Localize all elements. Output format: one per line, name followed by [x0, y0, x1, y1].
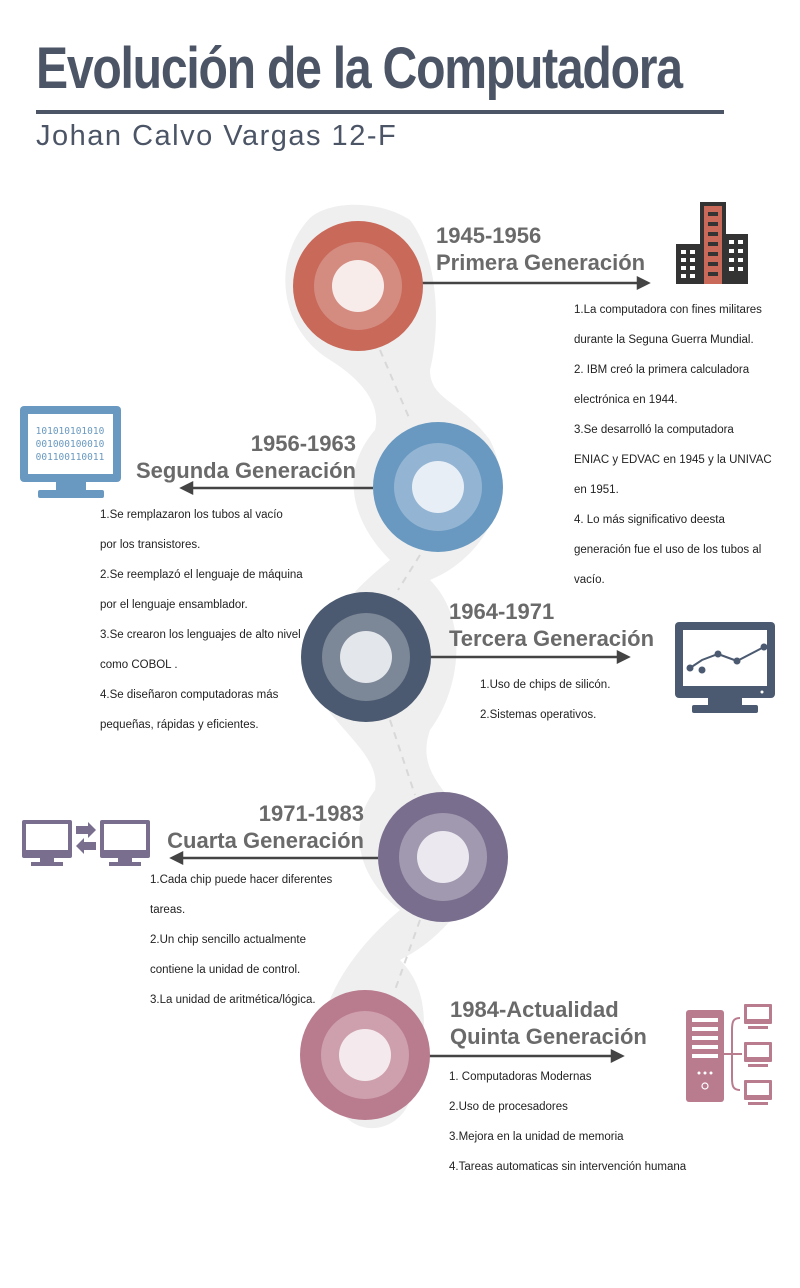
gen-4-years: 1971-1983	[258, 801, 364, 826]
binary-monitor-icon: 101010101010 001000100010 001100110011	[20, 406, 121, 498]
list-item: 3.La unidad de aritmética/lógica.	[150, 994, 316, 1006]
list-item: generación fue el uso de los tubos al	[574, 544, 762, 556]
list-item: por el lenguaje ensamblador.	[100, 599, 248, 611]
list-item: como COBOL .	[100, 659, 178, 671]
server-network-icon	[686, 1004, 772, 1105]
list-item: por los transistores.	[100, 539, 201, 551]
page-subtitle: Johan Calvo Vargas 12-F	[36, 120, 398, 152]
gen-2-items: 1.Se remplazaron los tubos al vacío por …	[100, 500, 303, 740]
gen-circle-2	[373, 422, 503, 552]
gen-4-heading: 1971-1983 Cuarta Generación	[167, 800, 364, 854]
gen-5-years: 1984-Actualidad	[450, 997, 619, 1022]
buildings-icon	[676, 202, 748, 284]
gen-1-items: 1.La computadora con fines militares dur…	[574, 295, 772, 595]
list-item: durante la Seguna Guerra Mundial.	[574, 334, 754, 346]
list-item: 2.Se reemplazó el lenguaje de máquina	[100, 569, 303, 581]
list-item: 1.La computadora con fines militares	[574, 304, 762, 316]
list-item: 1.Uso de chips de silicón.	[480, 679, 611, 691]
gen-5-name: Quinta Generación	[450, 1024, 647, 1049]
chart-monitor-icon	[675, 622, 775, 713]
list-item: electrónica en 1944.	[574, 394, 678, 406]
list-item: 2.Sistemas operativos.	[480, 709, 597, 721]
gen-5-items: 1. Computadoras Modernas 2.Uso de proces…	[449, 1062, 686, 1182]
gen-2-heading: 1956-1963 Segunda Generación	[136, 430, 356, 484]
list-item: 2.Un chip sencillo actualmente	[150, 934, 306, 946]
list-item: 4.Se diseñaron computadoras más	[100, 689, 279, 701]
gen-circle-1	[293, 221, 423, 351]
list-item: 4.Tareas automaticas sin intervención hu…	[449, 1161, 687, 1173]
gen-3-years: 1964-1971	[449, 599, 555, 624]
list-item: 2.Uso de procesadores	[449, 1101, 568, 1113]
gen-4-name: Cuarta Generación	[167, 828, 364, 853]
list-item: pequeñas, rápidas y eficientes.	[100, 719, 259, 731]
binary-text-line: 001000100010	[36, 439, 105, 450]
list-item: 4. Lo más significativo deesta	[574, 514, 725, 526]
gen-4-items: 1.Cada chip puede hacer diferentes tarea…	[150, 865, 332, 1015]
gen-5-heading: 1984-Actualidad Quinta Generación	[450, 996, 647, 1050]
list-item: 3.Se desarrolló la computadora	[574, 424, 734, 436]
list-item: 1.Cada chip puede hacer diferentes	[150, 874, 333, 886]
list-item: 3.Mejora en la unidad de memoria	[449, 1131, 624, 1143]
list-item: 2. IBM creó la primera calculadora	[574, 364, 750, 376]
list-item: 1. Computadoras Modernas	[449, 1071, 592, 1083]
gen-circle-4	[378, 792, 508, 922]
connector-arrows	[169, 275, 651, 1064]
list-item: tareas.	[150, 904, 186, 916]
gen-1-years: 1945-1956	[436, 223, 542, 248]
list-item: vacío.	[574, 574, 605, 586]
timeline-dashes	[379, 349, 421, 991]
gen-3-items: 1.Uso de chips de silicón. 2.Sistemas op…	[480, 670, 610, 730]
binary-text-line: 101010101010	[36, 426, 105, 437]
list-item: ENIAC y EDVAC en 1945 y la UNIVAC	[574, 454, 772, 466]
networked-computers-icon	[22, 820, 150, 866]
gen-circle-5	[300, 990, 430, 1120]
gen-1-name: Primera Generación	[436, 250, 646, 275]
list-item: 1.Se remplazaron los tubos al vacío	[100, 509, 283, 521]
gen-3-heading: 1964-1971 Tercera Generación	[449, 598, 654, 652]
list-item: en 1951.	[574, 484, 619, 496]
page-title: Evolución de la Computadora	[36, 36, 683, 101]
gen-2-years: 1956-1963	[250, 431, 356, 456]
list-item: contiene la unidad de control.	[150, 964, 301, 976]
title-underline	[36, 110, 724, 114]
gen-1-heading: 1945-1956 Primera Generación	[436, 222, 645, 276]
binary-text-line: 001100110011	[36, 452, 105, 463]
list-item: 3.Se crearon los lenguajes de alto nivel	[100, 629, 301, 641]
gen-circle-3	[301, 592, 431, 722]
gen-3-name: Tercera Generación	[449, 626, 655, 651]
gen-2-name: Segunda Generación	[135, 458, 356, 483]
